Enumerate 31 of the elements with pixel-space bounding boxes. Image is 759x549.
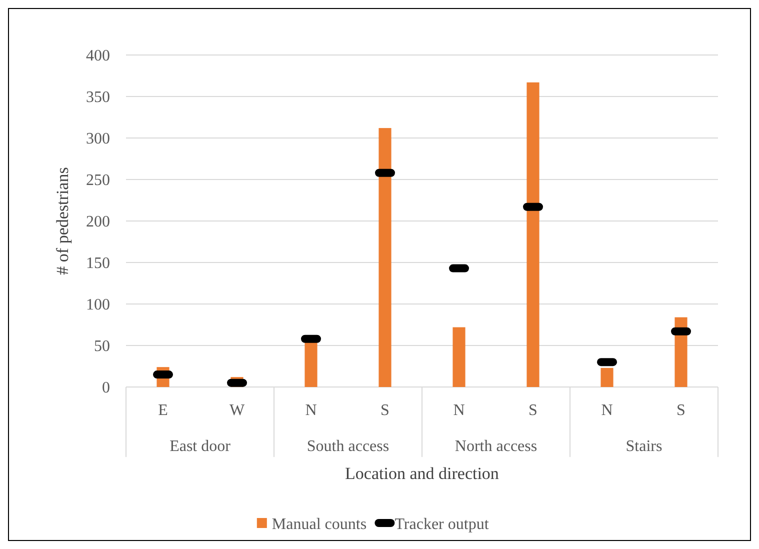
x-tick-label: E [158,402,168,419]
bar [378,128,392,387]
x-tick-label: W [229,402,246,419]
x-tick-label: N [453,402,466,419]
y-tick-label: 250 [86,172,110,190]
x-tick-label: N [601,402,614,419]
y-tick-label: 400 [86,48,110,65]
text: South access [306,438,390,455]
bar [674,317,688,387]
bar [526,82,540,387]
y-tick-label: 350 [86,89,110,106]
legend-label: Manual counts [272,516,367,533]
legend-label: Tracker output [394,516,490,533]
x-axis-title: Location and direction [345,464,500,483]
text: East door [170,438,232,455]
text: Stairs [626,438,662,455]
bar [304,341,318,387]
y-tick-label: 50 [94,338,110,356]
y-tick-label: 200 [86,214,110,231]
bar [600,368,614,387]
bar [452,327,466,387]
x-tick-label: S [528,402,538,419]
y-tick-label: 0 [102,380,110,397]
y-tick-label: 300 [86,130,110,148]
x-tick-label: S [676,402,686,419]
text: North access [454,438,538,455]
x-tick-label: N [305,402,318,419]
y-tick-label: 100 [86,296,110,314]
x-tick-label: S [380,402,390,419]
y-tick-label: 150 [86,255,110,272]
y-axis-title: # of pedestrians [53,167,72,275]
